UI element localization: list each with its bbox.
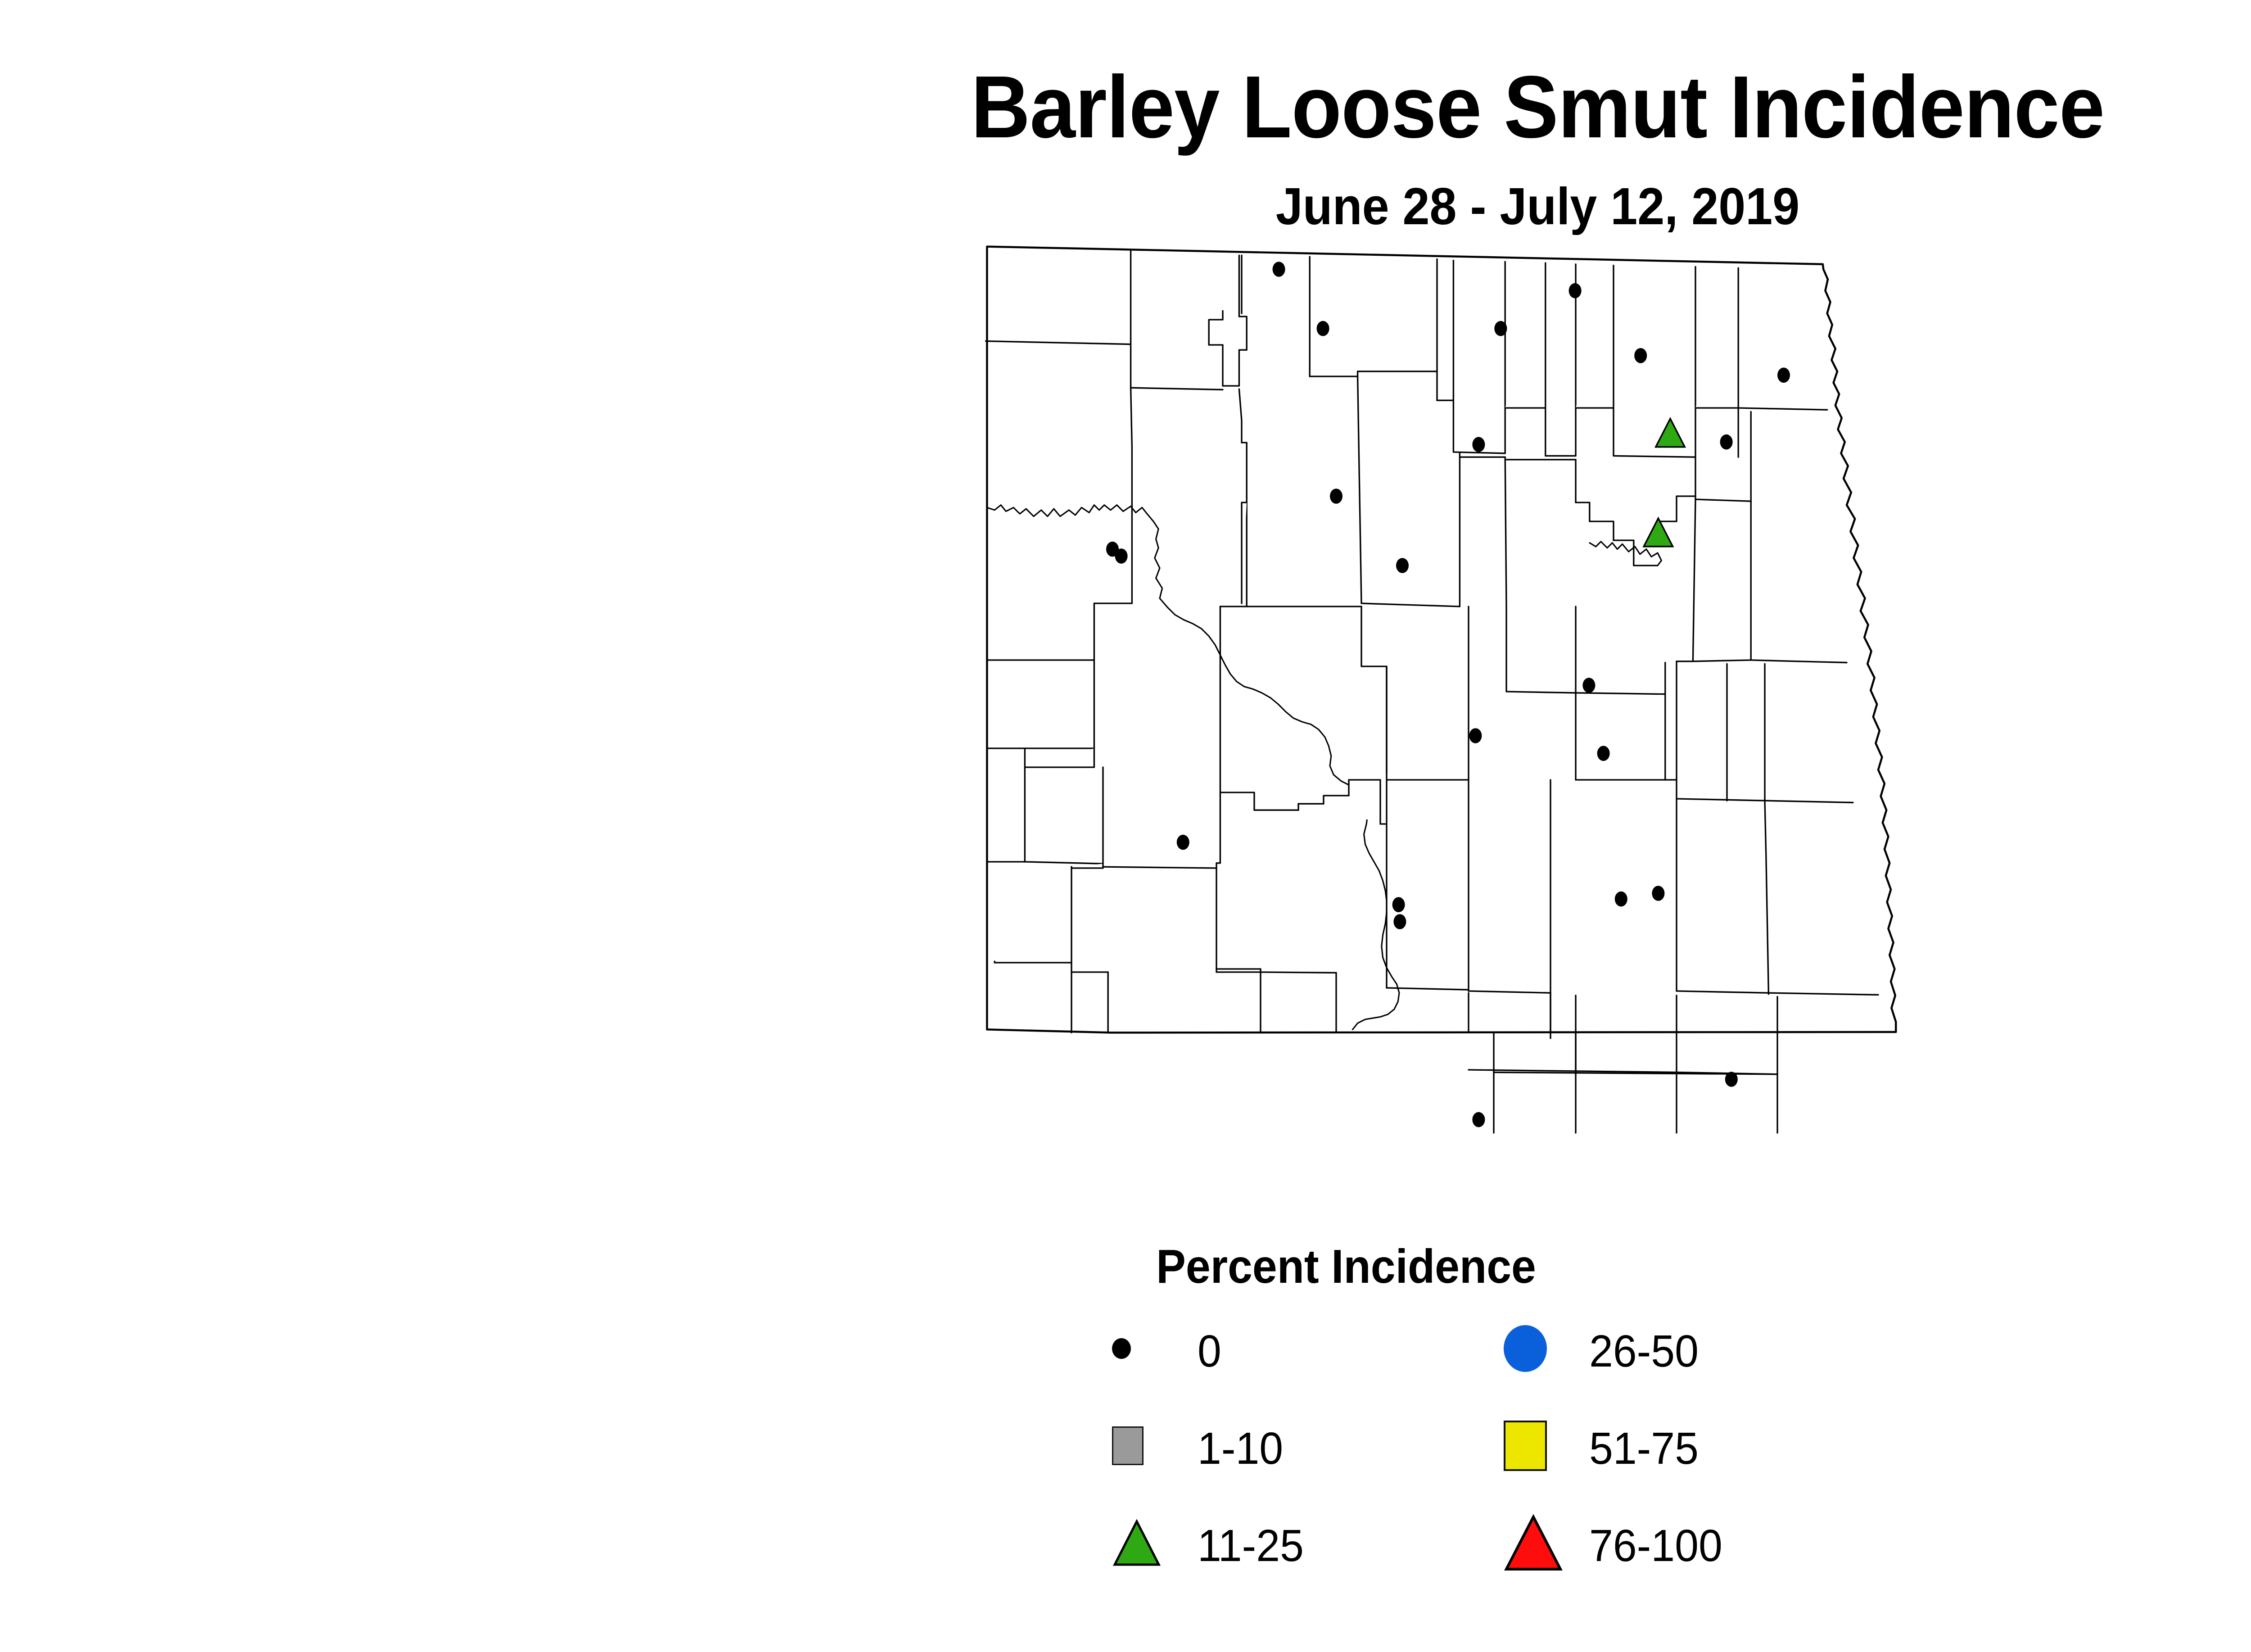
map-point-black-circle (1777, 367, 1790, 383)
map-point-black-circle (1176, 834, 1189, 850)
legend-label-5: 76-100 (1589, 1521, 1722, 1571)
green-triangle-icon (1112, 1518, 1162, 1568)
map-point-black-circle (1634, 348, 1647, 363)
map-point-black-circle (1597, 746, 1610, 761)
map-data-points (1106, 262, 1790, 1127)
map-svg (985, 245, 1897, 1134)
gray-square-icon (1112, 1421, 1162, 1471)
map-point-black-circle (1720, 434, 1733, 450)
legend-label-1: 1-10 (1198, 1423, 1284, 1474)
map-point-green-triangle (1654, 416, 1686, 448)
map-point-black-circle (1725, 1072, 1738, 1087)
legend-label-4: 51-75 (1589, 1423, 1699, 1474)
map-legend: Percent Incidence 0 1-10 (1071, 1243, 2017, 1612)
map-point-black-circle (1392, 897, 1405, 912)
blue-circle-icon (1504, 1324, 1553, 1373)
state-outline (986, 245, 1897, 1034)
map-point-black-circle (1582, 678, 1596, 693)
map-point-black-circle (1115, 548, 1128, 564)
black-circle-icon (1112, 1324, 1162, 1373)
map-point-black-circle (1272, 262, 1285, 277)
legend-label-3: 26-50 (1589, 1326, 1699, 1376)
map-point-black-circle (1469, 728, 1482, 743)
page-subtitle: June 28 - July 12, 2019 (1275, 177, 1800, 235)
page-title: Barley Loose Smut Incidence (971, 58, 2105, 156)
map-point-black-circle (1472, 437, 1485, 452)
map-point-black-circle (1316, 321, 1329, 336)
red-triangle-icon (1504, 1514, 1563, 1571)
map-point-black-circle (1396, 558, 1409, 573)
yellow-square-icon (1504, 1421, 1553, 1471)
map-point-black-circle (1393, 914, 1406, 929)
legend-label-0: 0 (1198, 1326, 1221, 1376)
map-point-black-circle (1568, 283, 1582, 299)
legend-title: Percent Incidence (1156, 1240, 1536, 1293)
north-dakota-county-map (639, 225, 2251, 1202)
map-point-black-circle (1472, 1112, 1485, 1127)
map-point-black-circle (1652, 886, 1665, 901)
map-point-black-circle (1494, 321, 1507, 336)
legend-label-2: 11-25 (1198, 1521, 1304, 1571)
map-point-black-circle (1614, 891, 1627, 907)
map-counties (985, 245, 1897, 1134)
map-point-black-circle (1330, 489, 1342, 504)
map-point-green-triangle (1642, 516, 1674, 548)
